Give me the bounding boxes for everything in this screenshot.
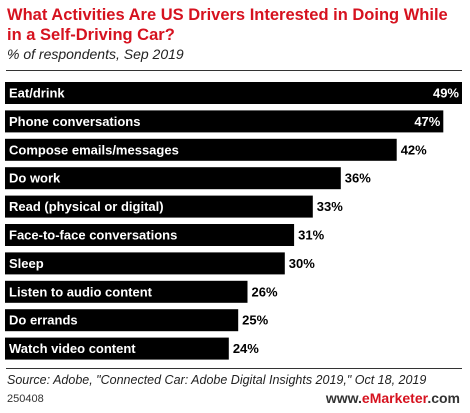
value-label: 31% [298,228,324,243]
bar [5,110,444,133]
category-label: Do work [9,171,61,186]
value-label: 36% [345,171,371,186]
value-label: 25% [242,313,268,328]
source-note: Source: Adobe, "Connected Car: Adobe Dig… [7,373,427,387]
brand-name: eMarketer [361,390,428,406]
value-label: 26% [251,284,277,299]
category-label: Do errands [9,313,78,328]
brand-suffix: .com [427,390,460,406]
bar [5,138,397,161]
chart-subtitle: % of respondents, Sep 2019 [7,46,184,62]
category-label: Phone conversations [9,114,140,129]
bar [5,337,229,360]
chart-title: What Activities Are US Drivers Intereste… [7,6,448,44]
bar [5,280,248,303]
category-label: Compose emails/messages [9,142,179,157]
bar [5,195,313,218]
value-label: 49% [433,86,459,101]
chart-id: 250408 [7,393,44,405]
bar [5,167,341,190]
top-divider [6,70,462,71]
value-label: 30% [289,256,315,271]
category-label: Eat/drink [9,86,65,101]
category-label: Listen to audio content [9,284,153,299]
value-label: 42% [401,142,427,157]
category-label: Face-to-face conversations [9,228,177,243]
brand-logo: www.eMarketer.com [326,390,460,406]
category-label: Watch video content [9,341,136,356]
bar [5,224,295,246]
bottom-divider [6,368,462,369]
value-label: 24% [233,341,259,356]
bar [5,252,285,275]
value-label: 33% [317,199,343,214]
category-label: Sleep [9,256,44,271]
bar [5,309,239,332]
bar [5,82,462,104]
value-label: 47% [414,114,440,129]
category-label: Read (physical or digital) [9,199,164,214]
brand-prefix: www. [325,390,362,406]
